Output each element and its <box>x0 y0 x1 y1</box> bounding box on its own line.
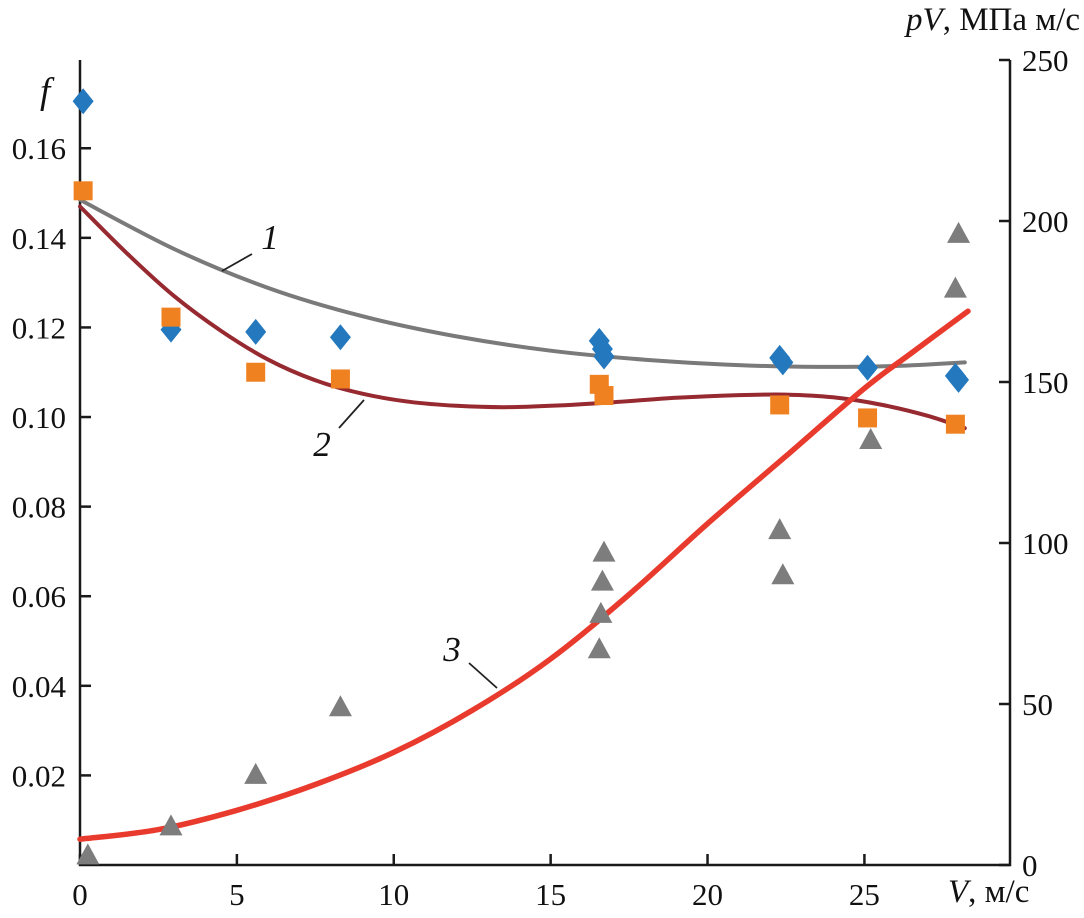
right-axis-title-units: , МПа м/с <box>942 2 1080 38</box>
square-marker <box>594 386 614 406</box>
diamond-marker <box>72 88 94 115</box>
series-3-pv-triangles-markers <box>76 221 971 865</box>
triangle-marker <box>76 843 100 865</box>
curve-1 <box>78 197 967 369</box>
triangle-marker <box>587 637 611 659</box>
left-tick-label: 0.16 <box>12 131 66 166</box>
left-axis-title-symbol: f <box>40 71 51 112</box>
x-tick-label: 5 <box>229 877 245 912</box>
right-tick-label: 200 <box>1022 204 1069 239</box>
x-tick-label: 20 <box>692 877 723 912</box>
triangle-marker <box>589 601 613 623</box>
triangle-marker <box>328 695 352 717</box>
square-marker <box>246 362 266 382</box>
triangle-marker <box>947 221 971 243</box>
triangle-marker <box>771 563 795 585</box>
right-tick-label: 250 <box>1022 43 1069 78</box>
triangle-marker <box>943 276 967 298</box>
series-2-friction-squares-markers <box>73 181 965 434</box>
right-tick-label: 50 <box>1022 687 1053 722</box>
left-tick-label: 0.02 <box>12 758 66 793</box>
triangle-marker <box>859 427 883 449</box>
square-marker <box>330 369 350 389</box>
x-axis-title-units: , м/с <box>968 874 1030 910</box>
triangle-marker <box>590 569 614 591</box>
x-tick-label: 25 <box>849 877 880 912</box>
left-tick-label: 0.10 <box>12 400 66 435</box>
curve-label-2: 2 <box>313 399 365 464</box>
diamond-marker <box>857 354 879 381</box>
right-axis-title-symbol: pV <box>906 2 943 38</box>
square-marker <box>73 181 93 201</box>
square-marker <box>770 395 790 415</box>
right-tick-label: 0 <box>1022 848 1038 883</box>
curve-number: 3 <box>442 630 461 669</box>
curve-number: 2 <box>313 425 331 464</box>
x-tick-label: 15 <box>535 877 566 912</box>
x-tick-label: 10 <box>378 877 409 912</box>
square-marker <box>858 408 878 428</box>
x-tick-label: 0 <box>72 877 88 912</box>
triangle-marker <box>244 762 268 784</box>
left-tick-label: 0.12 <box>12 310 66 345</box>
curve-number: 1 <box>261 218 279 257</box>
diamond-marker <box>593 343 615 370</box>
left-axis-title: f <box>40 71 51 113</box>
x-axis-title: V, м/с <box>948 874 1029 910</box>
x-axis-title-symbol: V <box>948 874 969 910</box>
left-axis-ticks: 0.02 0.04 0.06 0.08 0.10 0.12 0.14 0.16 <box>12 131 91 793</box>
square-marker <box>161 307 181 327</box>
right-axis-title: pV, МПа м/с <box>906 2 1080 38</box>
square-marker <box>945 414 965 434</box>
triangle-marker <box>592 540 616 562</box>
triangle-marker <box>768 518 792 540</box>
diamond-marker <box>772 349 794 376</box>
curve-label-3: 3 <box>442 630 498 689</box>
curve-label-1: 1 <box>221 218 279 272</box>
left-tick-label: 0.14 <box>12 221 67 256</box>
diamond-marker <box>948 366 970 393</box>
curve-2 <box>78 204 967 431</box>
left-tick-label: 0.04 <box>12 669 67 704</box>
series-1-friction-diamonds-markers <box>72 88 970 393</box>
curve-3 <box>77 308 971 842</box>
diamond-marker <box>245 318 267 345</box>
right-tick-label: 150 <box>1022 365 1069 400</box>
left-tick-label: 0.08 <box>12 490 66 525</box>
axes <box>78 60 1012 867</box>
x-axis-ticks: 0 5 10 15 20 25 <box>72 854 880 912</box>
right-tick-label: 100 <box>1022 526 1069 561</box>
triangle-marker <box>159 814 183 836</box>
left-tick-label: 0.06 <box>12 579 66 614</box>
right-axis-ticks: 0 50 100 150 200 250 <box>999 43 1069 883</box>
diamond-marker <box>329 324 351 351</box>
